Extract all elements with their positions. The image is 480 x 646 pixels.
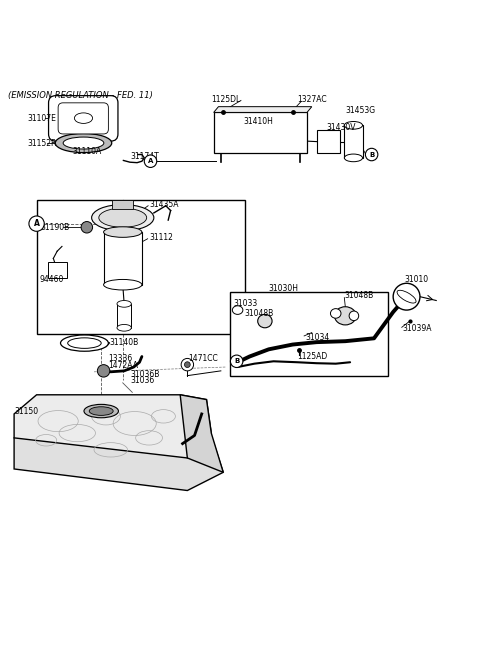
Ellipse shape [55, 134, 112, 152]
Ellipse shape [68, 338, 101, 348]
Text: 31036: 31036 [130, 376, 154, 385]
Bar [214, 112, 307, 153]
Bar [230, 292, 388, 375]
Circle shape [365, 149, 378, 161]
FancyBboxPatch shape [58, 103, 108, 134]
Text: 1125DL: 1125DL [211, 94, 240, 103]
Ellipse shape [335, 307, 356, 325]
Ellipse shape [258, 315, 272, 328]
Text: 1471CC: 1471CC [188, 354, 218, 363]
Bar [117, 304, 132, 328]
Ellipse shape [330, 309, 341, 318]
Text: B: B [234, 359, 239, 364]
Ellipse shape [397, 290, 416, 303]
Bar [112, 200, 133, 209]
Ellipse shape [99, 208, 147, 227]
Text: 31152R: 31152R [27, 138, 56, 147]
Text: 13336: 13336 [108, 355, 132, 364]
Text: 1472AA: 1472AA [108, 361, 138, 370]
Text: 31034: 31034 [305, 333, 329, 342]
Ellipse shape [63, 137, 104, 149]
Circle shape [393, 284, 420, 310]
Text: 31010: 31010 [405, 275, 429, 284]
Circle shape [97, 364, 110, 377]
Text: 31107E: 31107E [27, 114, 56, 123]
Text: 31036B: 31036B [130, 370, 159, 379]
Ellipse shape [344, 154, 362, 162]
Text: 31048B: 31048B [344, 291, 373, 300]
Ellipse shape [117, 324, 132, 331]
Text: 31033: 31033 [233, 299, 258, 308]
Bar [104, 232, 142, 285]
Polygon shape [180, 395, 223, 472]
FancyBboxPatch shape [48, 96, 118, 141]
Ellipse shape [349, 311, 359, 320]
Text: 94460: 94460 [40, 275, 64, 284]
Ellipse shape [344, 121, 362, 129]
Circle shape [29, 216, 44, 231]
Ellipse shape [232, 306, 243, 315]
Bar [36, 200, 245, 333]
Circle shape [144, 155, 157, 167]
Circle shape [230, 355, 243, 368]
Text: 31030H: 31030H [269, 284, 299, 293]
Text: 31430V: 31430V [326, 123, 356, 132]
Text: 31410H: 31410H [244, 118, 274, 127]
Ellipse shape [117, 300, 132, 307]
Text: 31112: 31112 [149, 233, 173, 242]
Text: 31140B: 31140B [110, 338, 139, 347]
Text: 31048B: 31048B [245, 309, 274, 318]
Text: 31190B: 31190B [40, 223, 69, 232]
Text: A: A [34, 219, 39, 228]
Text: 1327AC: 1327AC [298, 94, 327, 103]
Ellipse shape [89, 407, 113, 415]
Ellipse shape [74, 113, 93, 123]
Text: 1125AD: 1125AD [298, 352, 328, 361]
Polygon shape [214, 107, 312, 112]
Text: (EMISSION REGULATION - FED. 11): (EMISSION REGULATION - FED. 11) [8, 91, 153, 100]
Text: 31110A: 31110A [72, 147, 101, 156]
Ellipse shape [84, 404, 119, 418]
Ellipse shape [104, 227, 142, 237]
Ellipse shape [104, 280, 142, 290]
Text: A: A [148, 158, 153, 164]
Ellipse shape [92, 205, 154, 231]
Bar [48, 262, 67, 278]
Ellipse shape [60, 335, 108, 351]
Circle shape [81, 222, 93, 233]
Text: 31150: 31150 [14, 407, 38, 416]
Text: B: B [369, 152, 374, 158]
Bar [344, 125, 362, 158]
Text: 31039A: 31039A [403, 324, 432, 333]
Polygon shape [14, 414, 223, 490]
Circle shape [181, 359, 193, 371]
Bar [317, 130, 339, 153]
Text: 31435A: 31435A [149, 200, 179, 209]
Polygon shape [14, 395, 211, 458]
Text: 31174T: 31174T [130, 152, 159, 161]
Text: 31453G: 31453G [345, 105, 375, 114]
Circle shape [184, 362, 190, 368]
